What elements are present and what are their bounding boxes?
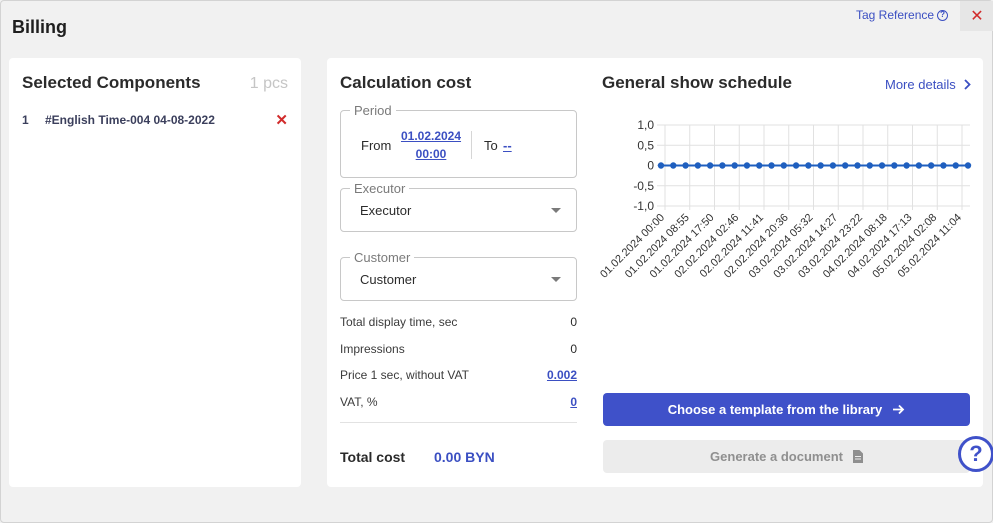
- close-button[interactable]: ✕: [960, 1, 993, 31]
- data-point: [792, 162, 800, 169]
- y-tick-label: 1,0: [637, 118, 654, 132]
- more-details-label: More details: [885, 77, 956, 92]
- data-point: [768, 162, 775, 169]
- stat-impressions: Impressions 0: [340, 342, 577, 356]
- data-point: [780, 162, 787, 169]
- data-point: [706, 162, 714, 169]
- data-point: [805, 162, 812, 169]
- close-icon: ✕: [970, 8, 984, 25]
- data-point: [719, 162, 726, 169]
- stat-label: Impressions: [340, 342, 405, 356]
- to-date-link[interactable]: --: [503, 138, 512, 153]
- data-point: [817, 162, 824, 169]
- chevron-right-icon: [964, 79, 971, 90]
- data-point: [915, 162, 923, 169]
- help-icon[interactable]: ?: [958, 436, 993, 472]
- tag-reference-label: Tag Reference: [856, 8, 935, 22]
- stat-vat: VAT, % 0: [340, 395, 577, 409]
- total-cost-value: 0.00 BYN: [434, 449, 495, 465]
- document-icon: [852, 450, 863, 463]
- executor-legend: Executor: [350, 181, 410, 196]
- from-label: From: [361, 138, 392, 153]
- data-point: [682, 162, 689, 169]
- calculation-cost-title: Calculation cost: [340, 73, 472, 92]
- data-point: [854, 162, 861, 169]
- schedule-title: General show schedule: [602, 73, 792, 92]
- data-point: [891, 162, 898, 169]
- more-details-link[interactable]: More details: [885, 77, 971, 92]
- stat-price: Price 1 sec, without VAT 0.002: [340, 368, 577, 382]
- from-date-link[interactable]: 01.02.2024 00:00: [397, 127, 465, 163]
- stat-label: VAT, %: [340, 395, 378, 409]
- data-point: [878, 162, 886, 169]
- data-point: [829, 162, 837, 169]
- data-point: [842, 162, 849, 169]
- period-separator: [471, 131, 472, 159]
- component-row: 1 #English Time-004 04-08-2022 ✕: [22, 112, 288, 129]
- executor-value: Executor: [360, 203, 412, 218]
- question-circle-icon: ?: [937, 9, 949, 21]
- customer-select[interactable]: Customer Customer: [340, 250, 577, 301]
- data-point: [952, 162, 959, 169]
- choose-template-button[interactable]: Choose a template from the library: [603, 393, 970, 426]
- customer-legend: Customer: [350, 250, 415, 265]
- vat-link[interactable]: 0: [570, 395, 577, 409]
- y-tick-label: -0,5: [633, 179, 654, 193]
- data-point: [731, 162, 738, 169]
- component-name: #English Time-004 04-08-2022: [45, 113, 215, 127]
- stat-display-time: Total display time, sec 0: [340, 315, 577, 329]
- data-point: [927, 162, 935, 169]
- caret-down-icon: [551, 208, 561, 213]
- data-point: [694, 162, 702, 169]
- stat-value: 0: [570, 315, 577, 329]
- generate-document-label: Generate a document: [710, 449, 843, 464]
- choose-template-label: Choose a template from the library: [667, 402, 883, 417]
- data-point: [940, 162, 947, 169]
- selected-components-panel: Selected Components 1 pcs 1 #English Tim…: [9, 58, 301, 487]
- tag-reference-link[interactable]: Tag Reference ?: [856, 8, 949, 22]
- stat-value: 0: [570, 342, 577, 356]
- price-link[interactable]: 0.002: [546, 368, 577, 382]
- data-point: [903, 162, 910, 169]
- window-title: Billing: [12, 17, 67, 37]
- data-point: [756, 162, 763, 169]
- remove-component-icon[interactable]: ✕: [275, 112, 288, 129]
- total-cost-label: Total cost: [340, 449, 406, 465]
- from-time: 00:00: [415, 147, 447, 161]
- component-index: 1: [22, 113, 29, 127]
- stat-label: Price 1 sec, without VAT: [340, 368, 469, 382]
- executor-select[interactable]: Executor Executor: [340, 181, 577, 232]
- from-date: 01.02.2024: [400, 129, 462, 143]
- y-tick-label: 0: [647, 159, 654, 173]
- schedule-chart: 1,00,50-0,5-1,001.02.2024 00:0001.02.202…: [598, 118, 972, 281]
- generate-document-button: Generate a document: [603, 440, 970, 473]
- to-label: To: [484, 138, 498, 153]
- data-point: [657, 162, 665, 169]
- selected-components-count: 1 pcs: [249, 75, 288, 92]
- period-field: Period From 01.02.2024 00:00 To --: [340, 103, 577, 178]
- selected-components-title: Selected Components: [22, 73, 201, 92]
- y-tick-label: -1,0: [633, 199, 654, 213]
- data-point: [670, 162, 677, 169]
- data-point: [964, 162, 972, 169]
- period-legend: Period: [350, 103, 396, 118]
- stat-label: Total display time, sec: [340, 315, 458, 329]
- calculation-panel: Calculation cost Period From 01.02.2024 …: [327, 58, 983, 487]
- customer-value: Customer: [360, 272, 417, 287]
- data-point: [866, 162, 873, 169]
- y-tick-label: 0,5: [637, 138, 654, 152]
- caret-down-icon: [551, 277, 561, 282]
- data-point: [743, 162, 751, 169]
- divider: [340, 422, 577, 423]
- arrow-right-icon: [893, 404, 905, 415]
